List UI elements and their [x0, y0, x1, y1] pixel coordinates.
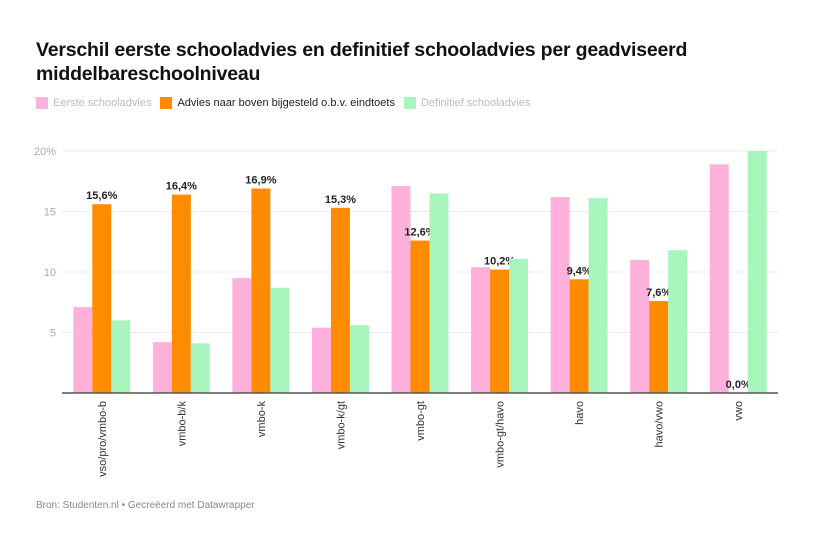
bar-definitief [111, 320, 131, 393]
bar-definitief [429, 193, 449, 393]
bar-eerste [391, 186, 411, 393]
bar-definitief [349, 325, 369, 393]
bar-eerste [471, 267, 491, 393]
bar-eerste [709, 164, 729, 393]
legend-label: Advies naar boven bijgesteld o.b.v. eind… [177, 97, 395, 109]
y-tick-label: 20% [34, 146, 56, 158]
chart-title: Verschil eerste schooladvies en definiti… [36, 39, 688, 85]
data-label: 0,0% [726, 379, 751, 391]
x-tick-label: havo [574, 401, 586, 425]
legend-swatch-green [403, 97, 416, 109]
y-tick-label: 5 [50, 328, 56, 340]
data-label: 15,3% [325, 194, 356, 206]
data-label: 16,9% [245, 175, 276, 187]
data-label: 9,4% [567, 265, 592, 277]
bar-bijgesteld [569, 279, 589, 393]
bar-definitief [509, 258, 529, 393]
bar-definitief [270, 287, 290, 393]
bar-bijgesteld [171, 194, 191, 393]
bar-definitief [747, 151, 767, 393]
bar-definitief [668, 250, 688, 393]
bar-eerste [152, 342, 172, 393]
legend-swatch-pink [36, 97, 48, 109]
legend-label: Eerste schooladvies [53, 97, 152, 109]
bar-definitief [588, 198, 608, 393]
legend-item-bijgesteld[interactable]: Advies naar boven bijgesteld o.b.v. eind… [160, 97, 395, 109]
bar-bijgesteld [490, 269, 510, 393]
y-tick-label: 15 [44, 207, 56, 219]
bar-bijgesteld [251, 188, 271, 393]
bar-definitief [190, 343, 210, 393]
x-tick-label: vmbo-k/gt [335, 401, 347, 449]
data-label: 7,6% [646, 287, 671, 299]
legend-item-definitief[interactable]: Definitief schooladvies [403, 97, 531, 109]
bar-bijgesteld [410, 240, 430, 393]
x-tick-label: vmbo-b/k [176, 401, 188, 447]
x-tick-label: vmbo-k [256, 401, 268, 438]
bar-eerste [232, 278, 252, 393]
bar-eerste [311, 327, 331, 393]
x-tick-label: vmbo-gt/havo [495, 401, 507, 468]
legend-label: Definitief schooladvies [420, 97, 531, 109]
x-tick-label: vmbo-gt [415, 401, 427, 441]
data-label: 16,4% [166, 181, 197, 193]
bar-eerste [630, 259, 650, 393]
x-tick-label: vso/pro/vmbo-b [97, 401, 109, 477]
bar-bijgesteld [92, 204, 112, 393]
bar-bijgesteld [649, 301, 669, 393]
x-tick-label: vwo [733, 401, 745, 421]
bar-eerste [73, 307, 93, 393]
source-note: Bron: Studenten.nl • Gecreëerd met Dataw… [36, 500, 255, 511]
y-tick-label: 10 [44, 267, 56, 279]
data-label: 10,2% [484, 256, 515, 268]
x-tick-label: havo/vwo [654, 401, 666, 447]
data-label: 12,6% [404, 227, 435, 239]
bar-eerste [550, 196, 570, 393]
data-label: 15,6% [86, 190, 117, 202]
legend: Eerste schooladvies Advies naar boven bi… [36, 97, 539, 109]
legend-swatch-orange [160, 97, 173, 109]
bar-bijgesteld [330, 207, 350, 393]
legend-item-eerste[interactable]: Eerste schooladvies [36, 97, 151, 109]
